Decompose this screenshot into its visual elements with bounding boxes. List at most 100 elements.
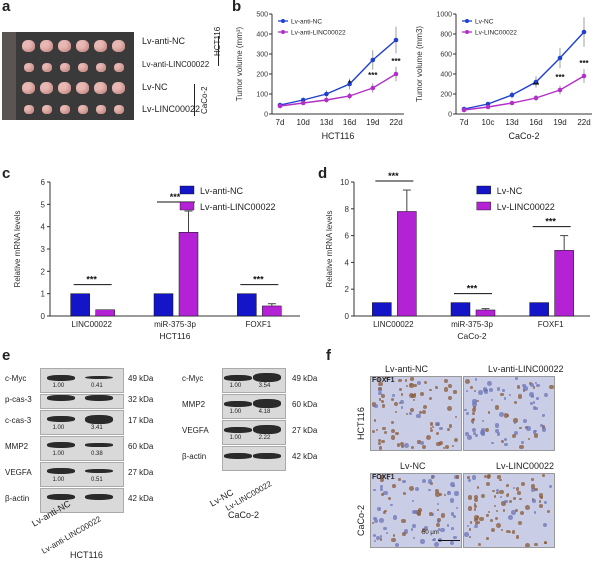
stained-nucleus [531, 478, 534, 481]
stained-nucleus [517, 394, 523, 400]
stained-nucleus [382, 426, 387, 431]
tumor [113, 104, 124, 114]
stained-nucleus [443, 493, 447, 497]
stained-nucleus [390, 503, 394, 507]
stained-nucleus [400, 406, 404, 409]
stained-nucleus [536, 383, 540, 387]
blot-protein-label: VEGFA [5, 467, 32, 477]
band-quantification: 1.00 [52, 383, 65, 389]
stained-nucleus [508, 393, 511, 396]
stained-nucleus [541, 427, 547, 432]
stained-nucleus [549, 385, 554, 390]
tumor [23, 104, 34, 114]
y-tick-label: 400 [440, 72, 452, 79]
stained-nucleus [494, 423, 500, 428]
blot-kda-label: 49 kDa [292, 374, 318, 383]
stained-nucleus [408, 411, 412, 415]
y-tick-label: 5 [41, 200, 46, 209]
stained-nucleus [424, 526, 428, 531]
stained-nucleus [429, 512, 433, 516]
stained-nucleus [432, 538, 435, 542]
legend-label: Lv-anti-NC [200, 186, 244, 196]
stained-nucleus [471, 401, 477, 407]
band-quantification: 1.00 [229, 383, 242, 389]
stained-nucleus [522, 383, 526, 388]
stained-nucleus [486, 381, 492, 386]
stained-nucleus [532, 400, 536, 404]
stained-nucleus [394, 543, 399, 547]
stained-nucleus [437, 502, 440, 505]
stained-nucleus [489, 518, 493, 522]
stained-nucleus [509, 530, 512, 533]
data-point [347, 81, 352, 87]
stained-nucleus [494, 405, 500, 411]
data-point [557, 87, 563, 93]
stained-nucleus [455, 506, 459, 510]
stained-nucleus [374, 518, 379, 523]
stained-nucleus [448, 384, 453, 388]
blot-kda-label: 42 kDa [292, 452, 318, 461]
stained-nucleus [495, 517, 499, 521]
stained-nucleus [420, 539, 425, 544]
protein-band [85, 395, 114, 402]
stained-nucleus [378, 381, 383, 387]
tumor [77, 62, 88, 72]
legend-label: Lv-anti-NC [291, 19, 322, 26]
bar-control [372, 302, 392, 317]
tumor [22, 40, 35, 52]
blot-protein-label: VEGFA [182, 426, 209, 435]
stained-nucleus [486, 514, 489, 517]
stained-nucleus [405, 412, 409, 416]
x-tick-label: FOXF1 [538, 320, 564, 329]
ihc-image [463, 376, 555, 451]
legend-marker [465, 30, 469, 34]
blot-strip [40, 461, 124, 487]
stained-nucleus [435, 522, 441, 528]
blot-protein-label: MMP2 [182, 400, 206, 409]
x-tick-label: 22d [389, 118, 402, 127]
blot-strip [40, 368, 124, 393]
stained-nucleus [384, 431, 388, 435]
stained-nucleus [474, 378, 478, 381]
panel-label-f: f [326, 347, 331, 364]
stained-nucleus [431, 425, 435, 429]
blot-strip [40, 435, 124, 461]
data-point [324, 91, 329, 97]
stained-nucleus [380, 394, 385, 398]
significance-mark: *** [391, 57, 401, 66]
stained-nucleus [395, 411, 398, 414]
stained-nucleus [378, 386, 382, 391]
data-point [509, 100, 515, 106]
stained-nucleus [486, 537, 490, 541]
protein-band [252, 399, 281, 408]
bracket-hct116 [218, 36, 219, 66]
stained-nucleus [398, 388, 402, 392]
stained-nucleus [481, 420, 484, 423]
stained-nucleus [544, 393, 549, 398]
stained-nucleus [379, 535, 383, 538]
stained-nucleus [524, 505, 530, 511]
stained-nucleus [512, 486, 516, 490]
blot-protein-label: β-actin [5, 493, 30, 503]
data-point [461, 107, 467, 113]
stained-nucleus [500, 440, 504, 443]
stained-nucleus [530, 484, 536, 489]
stained-nucleus [476, 486, 480, 490]
y-tick-label: 4 [345, 258, 350, 267]
chart-title: CaCo-2 [457, 331, 487, 341]
y-axis-label: Relative mRNA levels [325, 211, 334, 288]
stained-nucleus [390, 420, 395, 425]
significance-mark: *** [86, 275, 97, 285]
stained-nucleus [465, 432, 470, 436]
stained-nucleus [531, 488, 536, 493]
stained-nucleus [391, 428, 395, 433]
bracket-caco2 [194, 84, 195, 116]
data-point [581, 73, 587, 79]
stained-nucleus [380, 478, 384, 483]
chart-title: HCT116 [159, 331, 190, 341]
x-tick-label: miR-375-3p [451, 320, 493, 329]
stained-nucleus [523, 418, 528, 423]
ihc-row-caco2: CaCo-2 [356, 504, 366, 536]
series-line [463, 75, 585, 111]
tumor [94, 82, 107, 94]
